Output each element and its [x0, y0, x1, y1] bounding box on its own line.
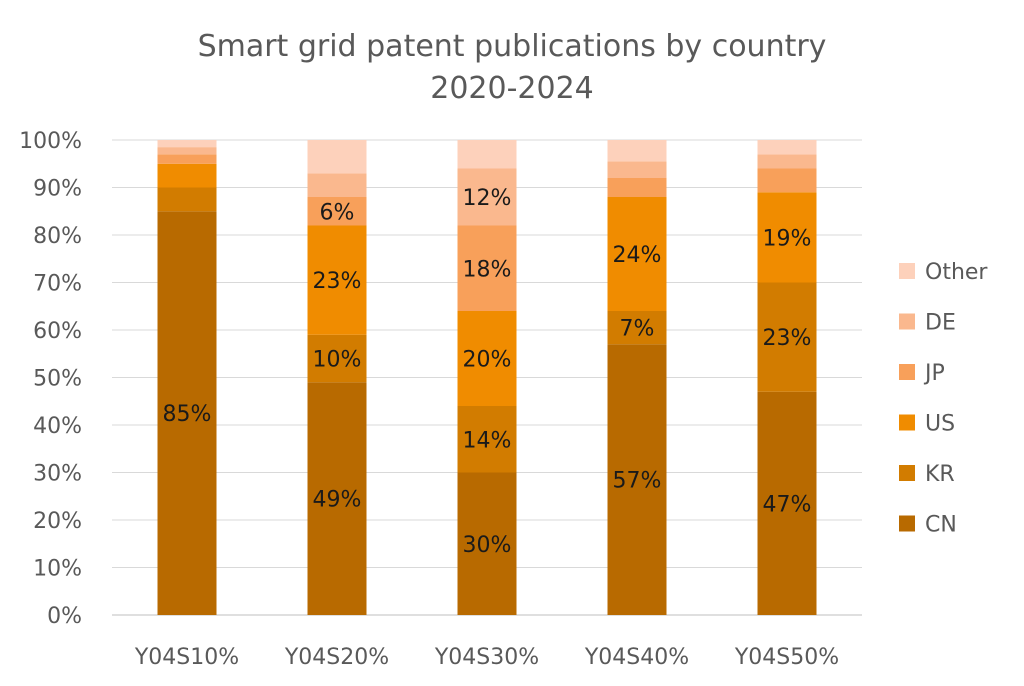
bar-segment-other: [607, 140, 667, 162]
y-tick-label: 50%: [33, 367, 82, 392]
data-label: 7%: [620, 317, 655, 342]
data-label: 10%: [313, 348, 362, 373]
bar-segment-other: [757, 140, 817, 155]
chart-title: Smart grid patent publications by countr…: [198, 29, 827, 64]
x-category-label: Y04S40%: [584, 645, 689, 670]
x-category-label: Y04S50%: [734, 645, 839, 670]
y-axis-tick-labels: 0% 10% 20% 30% 40% 50% 60% 70% 80% 90% 100%: [19, 129, 82, 629]
y-tick-label: 80%: [33, 224, 82, 249]
bar-segment-jp: [457, 225, 517, 311]
bar-segment-other: [157, 140, 217, 148]
bar-segment-us: [157, 163, 217, 188]
data-label: 30%: [463, 533, 512, 558]
bar-segment-jp: [157, 154, 217, 164]
bar-segment-us: [757, 192, 817, 283]
data-label: 23%: [763, 326, 812, 351]
legend-label-jp: JP: [923, 361, 945, 386]
data-label: 24%: [613, 243, 662, 268]
legend-swatch-jp: [899, 364, 915, 380]
data-label: 14%: [463, 428, 512, 453]
bars: [157, 140, 817, 615]
bar-segment-us: [607, 197, 667, 311]
y-tick-label: 30%: [33, 462, 82, 487]
bar-segment-de: [607, 161, 667, 178]
y-tick-label: 60%: [33, 319, 82, 344]
bar-segment-jp: [307, 197, 367, 226]
bar-segment-kr: [157, 187, 217, 212]
bar-segment-kr: [607, 311, 667, 345]
legend-swatch-other: [899, 263, 915, 279]
data-label: 12%: [463, 186, 512, 211]
y-tick-label: 90%: [33, 177, 82, 202]
bar-segment-cn: [457, 472, 517, 615]
chart-subtitle: 2020-2024: [430, 71, 594, 106]
data-labels: 85% 49% 10% 23% 6% 30% 14% 20% 18% 12% 57% 7% 24% 47%…: [163, 186, 812, 558]
bar-segment-jp: [757, 168, 817, 193]
y-tick-label: 70%: [33, 272, 82, 297]
data-label: 23%: [313, 269, 362, 294]
bar-segment-de: [457, 168, 517, 226]
y-tick-label: 20%: [33, 509, 82, 534]
bar-segment-other: [307, 140, 367, 174]
data-label: 85%: [163, 402, 212, 427]
y-tick-label: 40%: [33, 414, 82, 439]
legend-swatch-kr: [899, 465, 915, 481]
bar-segment-cn: [607, 344, 667, 615]
legend-swatch-de: [899, 313, 915, 330]
data-label: 6%: [320, 200, 355, 225]
y-tick-label: 0%: [47, 604, 82, 629]
x-category-label: Y04S30%: [434, 645, 539, 670]
data-label: 57%: [613, 469, 662, 494]
legend-label-kr: KR: [925, 462, 955, 487]
bar-segment-de: [757, 154, 817, 169]
legend-label-cn: CN: [925, 513, 957, 538]
legend-swatch-us: [899, 414, 915, 431]
bar-segment-cn: [157, 211, 217, 615]
bar-segment-kr: [307, 334, 367, 383]
legend-swatch-cn: [899, 515, 915, 532]
bar-segment-de: [157, 147, 217, 155]
bar-segment-kr: [457, 406, 517, 473]
bar-segment-us: [457, 311, 517, 406]
bar-segment-kr: [757, 282, 817, 392]
x-axis-category-labels: Y04S10% Y04S20% Y04S30% Y04S40% Y04S50%: [134, 645, 839, 670]
y-tick-label: 10%: [33, 557, 82, 582]
bar-segment-de: [307, 173, 367, 197]
data-label: 49%: [313, 488, 362, 513]
data-label: 19%: [763, 226, 812, 251]
bar-segment-other: [457, 140, 517, 169]
legend: Other DE JP US KR CN: [899, 260, 988, 538]
bar-segment-cn: [757, 391, 817, 615]
legend-label-de: DE: [925, 311, 956, 336]
bar-segment-cn: [307, 382, 367, 615]
data-label: 18%: [463, 257, 512, 282]
bar-segment-jp: [607, 178, 667, 197]
legend-label-us: US: [925, 412, 955, 437]
bar-segment-us: [307, 225, 367, 335]
y-tick-label: 100%: [19, 129, 82, 154]
data-label: 47%: [763, 492, 812, 517]
x-category-label: Y04S10%: [134, 645, 239, 670]
legend-label-other: Other: [925, 260, 988, 285]
x-category-label: Y04S20%: [284, 645, 389, 670]
data-label: 20%: [463, 348, 512, 373]
